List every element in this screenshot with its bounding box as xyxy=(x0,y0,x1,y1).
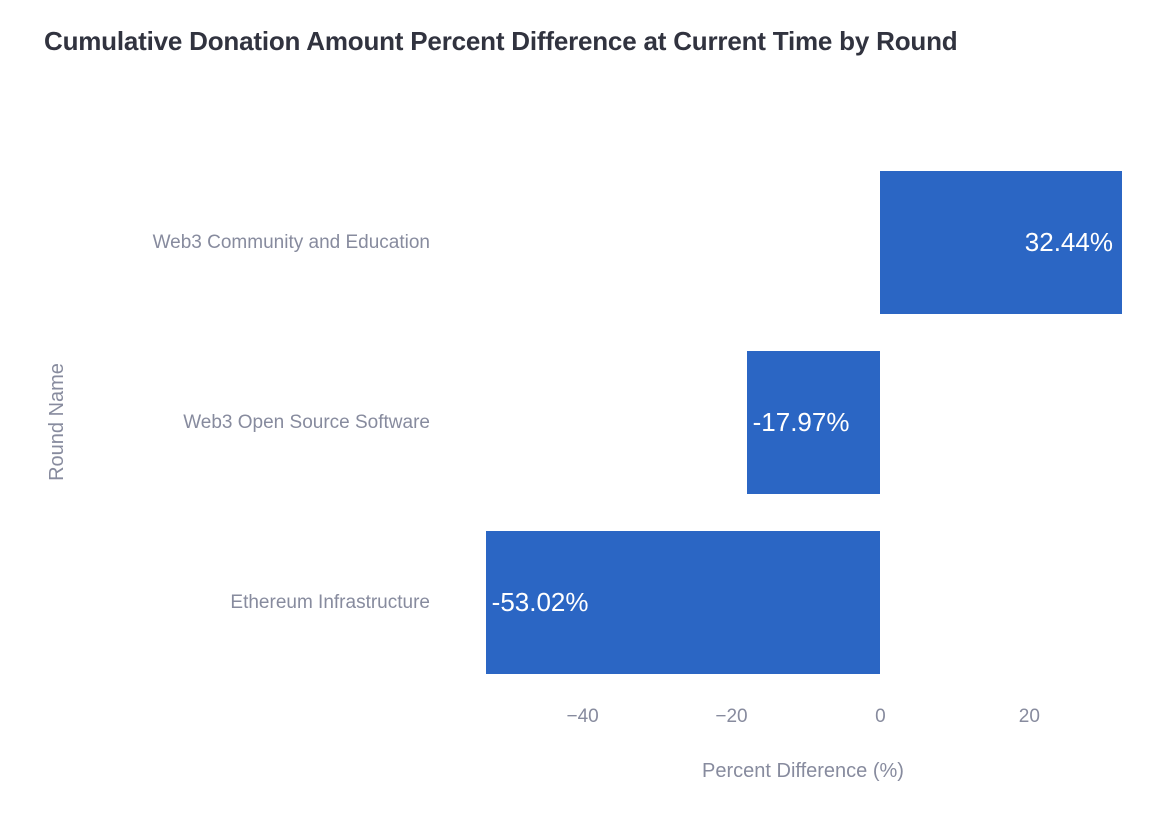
y-tick-label: Ethereum Infrastructure xyxy=(230,592,430,613)
bar-value-label: -17.97% xyxy=(752,407,850,437)
x-tick-label: −20 xyxy=(715,706,748,727)
bar-3 xyxy=(485,530,881,674)
y-axis-title: Round Name xyxy=(46,363,68,481)
bar-1 xyxy=(880,170,1122,314)
y-tick-label: Web3 Community and Education xyxy=(152,232,430,253)
bar-2 xyxy=(746,350,881,494)
bar-value-label: 32.44% xyxy=(1024,227,1113,257)
x-tick-label: 0 xyxy=(875,706,886,727)
bar-value-label: -53.02% xyxy=(491,587,589,617)
y-tick-label: Web3 Open Source Software xyxy=(183,412,430,433)
x-tick-label: −40 xyxy=(566,706,599,727)
chart-title: Cumulative Donation Amount Percent Diffe… xyxy=(44,26,958,56)
x-tick-label: 20 xyxy=(1018,706,1040,727)
x-axis-title: Percent Difference (%) xyxy=(702,760,904,782)
